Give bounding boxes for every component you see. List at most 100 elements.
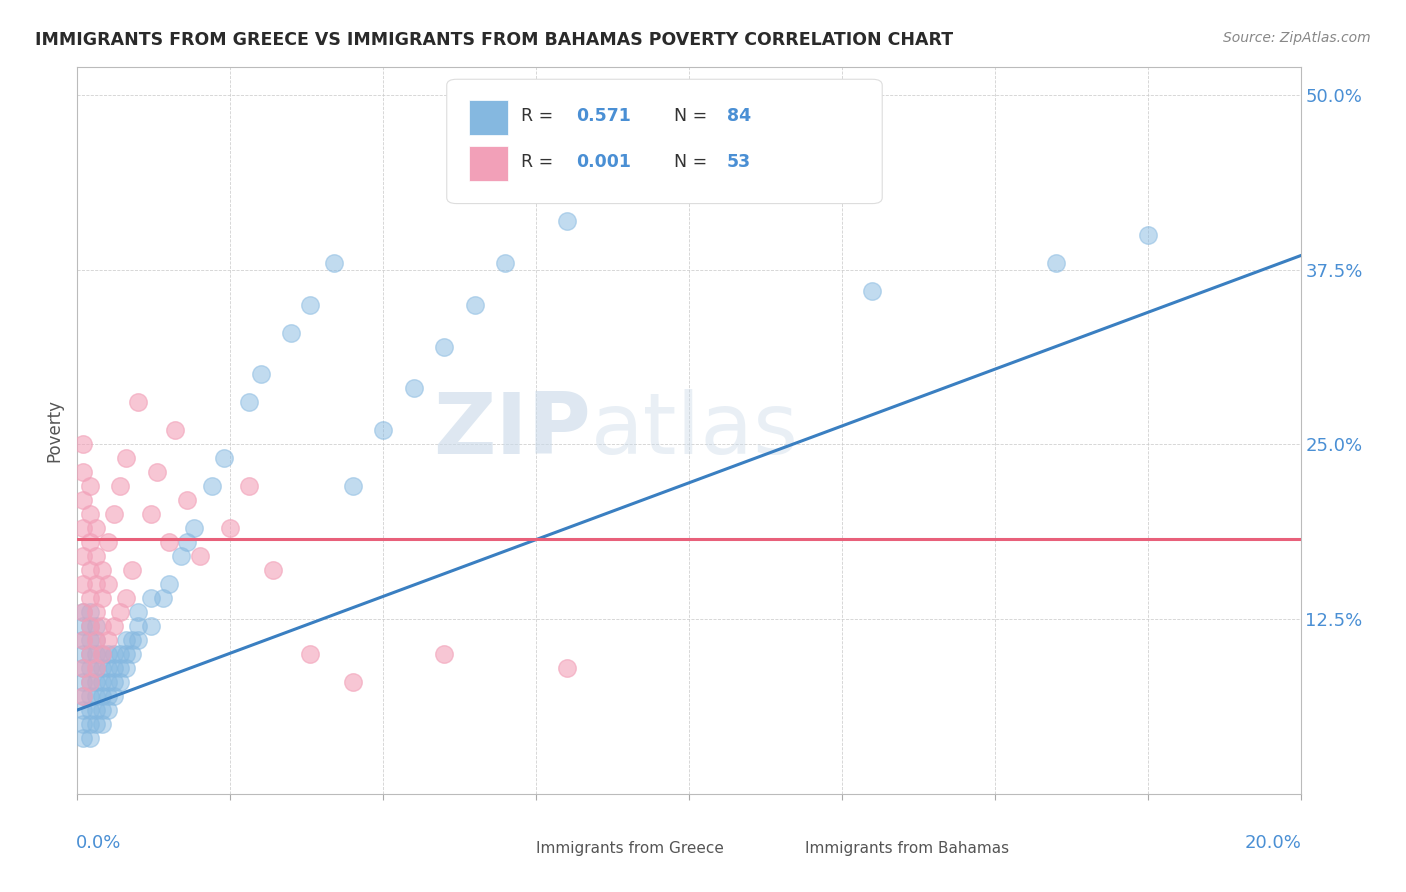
Point	[90, 689, 112, 703]
Point	[201, 479, 224, 493]
FancyBboxPatch shape	[447, 79, 882, 203]
Point	[108, 479, 131, 493]
Point	[238, 479, 260, 493]
Text: 0.571: 0.571	[576, 107, 631, 125]
Point	[84, 703, 107, 717]
Point	[84, 619, 107, 633]
Point	[146, 466, 169, 480]
Text: Immigrants from Greece: Immigrants from Greece	[536, 841, 724, 856]
Text: 0.0%: 0.0%	[76, 834, 121, 852]
Point	[72, 605, 94, 619]
Point	[72, 521, 94, 535]
Point	[176, 493, 198, 508]
Bar	[494, 835, 527, 862]
Point	[79, 731, 101, 745]
Point	[1136, 227, 1159, 242]
Point	[250, 368, 273, 382]
Point	[127, 605, 149, 619]
Point	[84, 675, 107, 690]
Point	[79, 619, 101, 633]
Point	[103, 647, 125, 661]
Point	[84, 633, 107, 648]
Point	[139, 619, 162, 633]
Point	[79, 563, 101, 577]
Text: atlas: atlas	[591, 389, 799, 472]
Point	[97, 703, 120, 717]
Point	[90, 619, 112, 633]
Point	[84, 661, 107, 675]
Point	[165, 424, 187, 438]
Point	[323, 255, 346, 269]
Point	[72, 661, 94, 675]
Point	[139, 591, 162, 606]
Bar	[468, 146, 508, 181]
Point	[72, 493, 94, 508]
Point	[464, 297, 486, 311]
Point	[108, 647, 131, 661]
Point	[342, 479, 364, 493]
Point	[84, 521, 107, 535]
Point	[115, 591, 138, 606]
Point	[79, 675, 101, 690]
Point	[79, 605, 101, 619]
Point	[371, 424, 394, 438]
Point	[72, 689, 94, 703]
Point	[555, 213, 578, 227]
Point	[176, 535, 198, 549]
Point	[72, 549, 94, 564]
Point	[72, 731, 94, 745]
Point	[127, 619, 149, 633]
Point	[90, 717, 112, 731]
Point	[90, 647, 112, 661]
Point	[495, 255, 517, 269]
Text: IMMIGRANTS FROM GREECE VS IMMIGRANTS FROM BAHAMAS POVERTY CORRELATION CHART: IMMIGRANTS FROM GREECE VS IMMIGRANTS FRO…	[35, 31, 953, 49]
Text: Immigrants from Bahamas: Immigrants from Bahamas	[806, 841, 1010, 856]
Point	[90, 703, 112, 717]
Point	[84, 661, 107, 675]
Text: 0.001: 0.001	[576, 153, 631, 171]
Bar	[468, 100, 508, 135]
Text: 20.0%: 20.0%	[1244, 834, 1302, 852]
Bar	[762, 835, 797, 862]
Point	[97, 577, 120, 591]
Point	[402, 381, 425, 395]
Point	[90, 563, 112, 577]
Point	[79, 647, 101, 661]
Point	[72, 661, 94, 675]
Point	[97, 633, 120, 648]
Point	[84, 577, 107, 591]
Point	[79, 661, 101, 675]
Point	[90, 661, 112, 675]
Point	[115, 647, 138, 661]
Point	[72, 605, 94, 619]
Point	[188, 549, 211, 564]
Text: 53: 53	[727, 153, 751, 171]
Point	[79, 689, 101, 703]
Text: ZIP: ZIP	[433, 389, 591, 472]
Text: 84: 84	[727, 107, 751, 125]
Point	[84, 605, 107, 619]
Point	[127, 633, 149, 648]
Point	[84, 549, 107, 564]
Point	[84, 647, 107, 661]
Point	[152, 591, 174, 606]
Point	[127, 395, 149, 409]
Point	[79, 647, 101, 661]
Point	[72, 689, 94, 703]
Point	[108, 605, 131, 619]
Point	[97, 661, 120, 675]
Point	[97, 647, 120, 661]
Point	[433, 647, 456, 661]
Point	[79, 703, 101, 717]
Point	[212, 451, 235, 466]
Point	[103, 508, 125, 522]
Point	[90, 591, 112, 606]
Point	[97, 689, 120, 703]
Point	[90, 647, 112, 661]
Point	[72, 633, 94, 648]
Point	[121, 633, 143, 648]
Point	[97, 535, 120, 549]
Text: Source: ZipAtlas.com: Source: ZipAtlas.com	[1223, 31, 1371, 45]
Point	[183, 521, 205, 535]
Point	[298, 647, 321, 661]
